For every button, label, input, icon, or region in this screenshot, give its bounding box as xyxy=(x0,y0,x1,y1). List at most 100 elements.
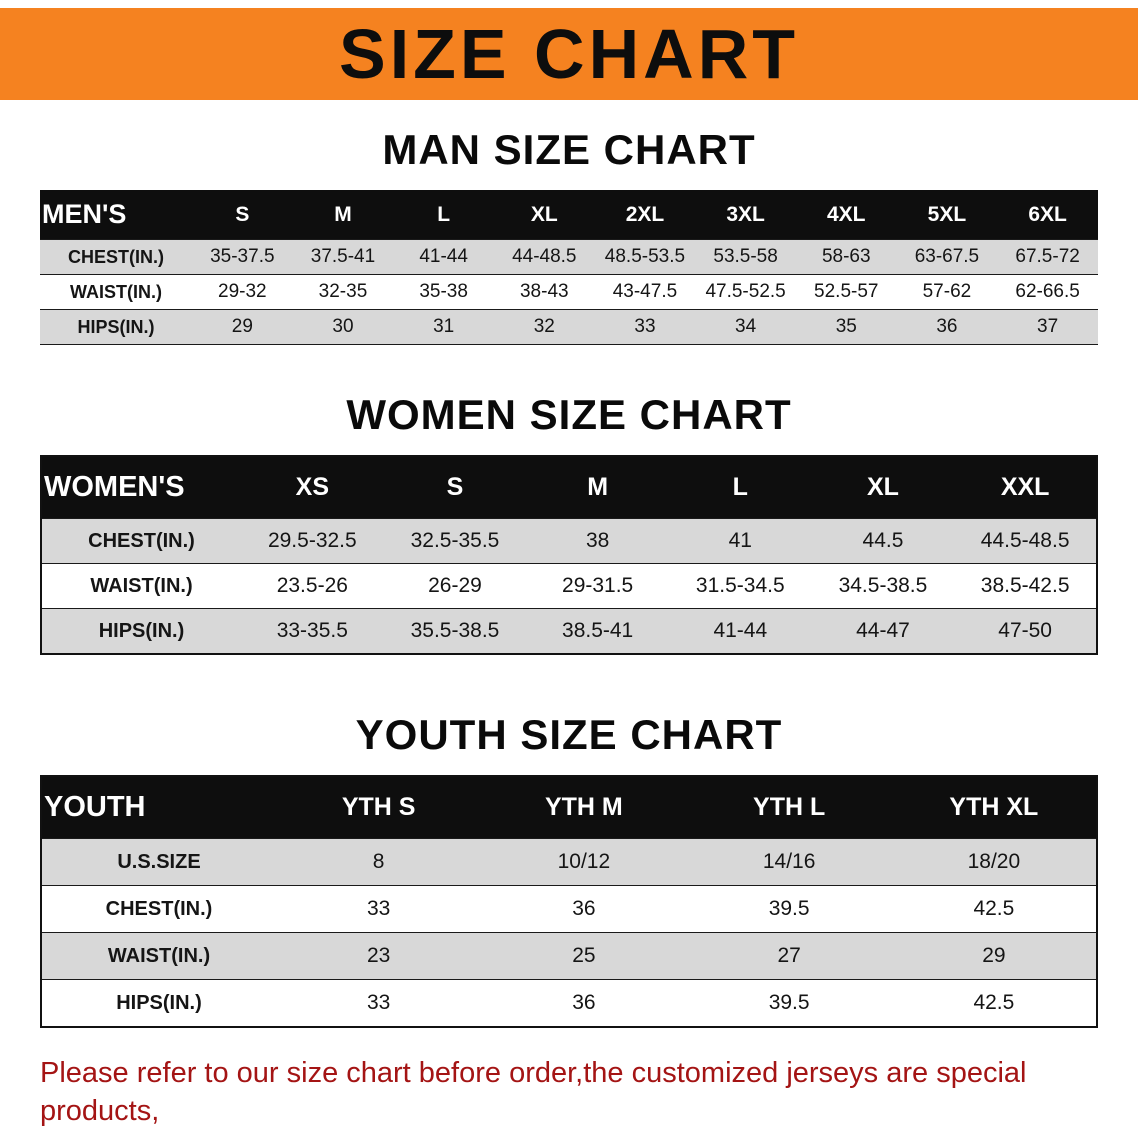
size-value-cell: 44.5 xyxy=(811,518,955,564)
banner-title: SIZE CHART xyxy=(339,15,799,93)
size-value-cell: 27 xyxy=(686,932,892,980)
size-value-cell: 32-35 xyxy=(292,274,394,310)
size-value-cell: 39.5 xyxy=(686,979,892,1028)
size-value-cell: 67.5-72 xyxy=(997,239,1098,275)
size-value-cell: 38.5-41 xyxy=(526,608,669,655)
table-row: CHEST(IN.) 35-37.5 37.5-41 41-44 44-48.5 48.5… xyxy=(40,239,1098,275)
row-label: HIPS(IN.) xyxy=(41,608,241,655)
row-label: HIPS(IN.) xyxy=(41,979,276,1028)
row-label: WAIST(IN.) xyxy=(41,563,241,609)
disclaimer-line-1: Please refer to our size chart before or… xyxy=(40,1057,1027,1128)
size-value-cell: 42.5 xyxy=(891,885,1097,933)
size-header-cell: YTH L xyxy=(686,776,892,839)
size-value-cell: 39.5 xyxy=(686,885,892,933)
table-title-cell: YOUTH xyxy=(41,776,276,839)
size-value-cell: 10/12 xyxy=(481,838,687,886)
size-value-cell: 36 xyxy=(481,979,687,1028)
youth-section-heading: YOUTH SIZE CHART xyxy=(355,711,783,758)
size-header-cell: M xyxy=(292,190,394,240)
size-value-cell: 47-50 xyxy=(954,608,1097,655)
size-value-cell: 53.5-58 xyxy=(695,239,796,275)
size-value-cell: 42.5 xyxy=(891,979,1097,1028)
size-value-cell: 47.5-52.5 xyxy=(695,274,796,310)
table-row: CHEST(IN.) 29.5-32.5 32.5-35.5 38 41 44.5 44.5… xyxy=(41,518,1097,564)
size-header-cell: L xyxy=(393,190,494,240)
size-value-cell: 14/16 xyxy=(686,838,892,886)
size-value-cell: 35-37.5 xyxy=(192,239,293,275)
size-value-cell: 36 xyxy=(481,885,687,933)
size-value-cell: 37.5-41 xyxy=(292,239,394,275)
disclaimer-text: Please refer to our size chart before or… xyxy=(40,1054,1118,1132)
size-value-cell: 29-32 xyxy=(192,274,293,310)
youth-size-table: YOUTH YTH S YTH M YTH L YTH XL U.S.SIZE 8 10/12… xyxy=(40,775,1098,1028)
table-header-row: WOMEN'S XS S M L XL XXL xyxy=(41,456,1097,519)
table-title-cell: WOMEN'S xyxy=(41,456,241,519)
size-header-cell: XL xyxy=(811,456,955,519)
size-value-cell: 34.5-38.5 xyxy=(811,563,955,609)
size-value-cell: 44-47 xyxy=(811,608,955,655)
size-value-cell: 25 xyxy=(481,932,687,980)
table-row: HIPS(IN.) 33 36 39.5 42.5 xyxy=(41,979,1097,1028)
size-header-cell: 2XL xyxy=(594,190,696,240)
women-section: WOMEN SIZE CHART WOMEN'S XS S M L XL XXL CHEST(… xyxy=(0,391,1138,655)
size-value-cell: 38-43 xyxy=(493,274,595,310)
men-section-heading: MAN SIZE CHART xyxy=(382,126,756,173)
size-value-cell: 34 xyxy=(695,309,796,345)
size-value-cell: 35-38 xyxy=(393,274,494,310)
size-value-cell: 36 xyxy=(896,309,998,345)
size-value-cell: 44-48.5 xyxy=(493,239,595,275)
banner: SIZE CHART xyxy=(0,8,1138,100)
size-value-cell: 31.5-34.5 xyxy=(668,563,812,609)
size-value-cell: 30 xyxy=(292,309,394,345)
table-row: U.S.SIZE 8 10/12 14/16 18/20 xyxy=(41,838,1097,886)
row-label: CHEST(IN.) xyxy=(41,885,276,933)
table-header-row: YOUTH YTH S YTH M YTH L YTH XL xyxy=(41,776,1097,839)
size-value-cell: 38.5-42.5 xyxy=(954,563,1097,609)
size-value-cell: 37 xyxy=(997,309,1098,345)
size-value-cell: 23 xyxy=(276,932,482,980)
men-section: MAN SIZE CHART MEN'S S M L XL 2XL 3XL 4XL 5XL 6XL… xyxy=(0,126,1138,345)
size-value-cell: 32 xyxy=(493,309,595,345)
size-header-cell: XXL xyxy=(954,456,1097,519)
size-header-cell: S xyxy=(383,456,527,519)
size-value-cell: 33 xyxy=(276,979,482,1028)
row-label: WAIST(IN.) xyxy=(41,932,276,980)
table-row: HIPS(IN.) 33-35.5 35.5-38.5 38.5-41 41-44 44-… xyxy=(41,608,1097,655)
size-header-cell: XL xyxy=(493,190,595,240)
size-header-cell: M xyxy=(526,456,669,519)
row-label: WAIST(IN.) xyxy=(40,274,192,310)
size-value-cell: 23.5-26 xyxy=(241,563,384,609)
size-value-cell: 8 xyxy=(276,838,482,886)
row-label: U.S.SIZE xyxy=(41,838,276,886)
size-value-cell: 18/20 xyxy=(891,838,1097,886)
row-label: CHEST(IN.) xyxy=(40,239,192,275)
size-value-cell: 29-31.5 xyxy=(526,563,669,609)
size-value-cell: 26-29 xyxy=(383,563,527,609)
table-header-row: MEN'S S M L XL 2XL 3XL 4XL 5XL 6XL xyxy=(40,190,1098,240)
size-header-cell: 4XL xyxy=(795,190,897,240)
size-value-cell: 44.5-48.5 xyxy=(954,518,1097,564)
womens-size-table: WOMEN'S XS S M L XL XXL CHEST(IN.) 29.5-32.5 32.5… xyxy=(40,455,1098,655)
size-value-cell: 63-67.5 xyxy=(896,239,998,275)
size-value-cell: 41-44 xyxy=(393,239,494,275)
size-value-cell: 29 xyxy=(891,932,1097,980)
mens-size-table: MEN'S S M L XL 2XL 3XL 4XL 5XL 6XL CHEST(IN.) 35-37… xyxy=(40,190,1098,345)
size-value-cell: 33-35.5 xyxy=(241,608,384,655)
size-value-cell: 58-63 xyxy=(795,239,897,275)
table-row: CHEST(IN.) 33 36 39.5 42.5 xyxy=(41,885,1097,933)
table-row: WAIST(IN.) 29-32 32-35 35-38 38-43 43-47.5 47.… xyxy=(40,274,1098,310)
size-header-cell: YTH XL xyxy=(891,776,1097,839)
size-value-cell: 41-44 xyxy=(668,608,812,655)
size-value-cell: 33 xyxy=(594,309,696,345)
size-value-cell: 35.5-38.5 xyxy=(383,608,527,655)
size-value-cell: 48.5-53.5 xyxy=(594,239,696,275)
size-value-cell: 38 xyxy=(526,518,669,564)
size-value-cell: 41 xyxy=(668,518,812,564)
row-label: HIPS(IN.) xyxy=(40,309,192,345)
size-value-cell: 35 xyxy=(795,309,897,345)
size-header-cell: 6XL xyxy=(997,190,1098,240)
table-row: WAIST(IN.) 23.5-26 26-29 29-31.5 31.5-34.5 34… xyxy=(41,563,1097,609)
youth-section: YOUTH SIZE CHART YOUTH YTH S YTH M YTH L YTH… xyxy=(0,711,1138,1028)
size-value-cell: 52.5-57 xyxy=(795,274,897,310)
